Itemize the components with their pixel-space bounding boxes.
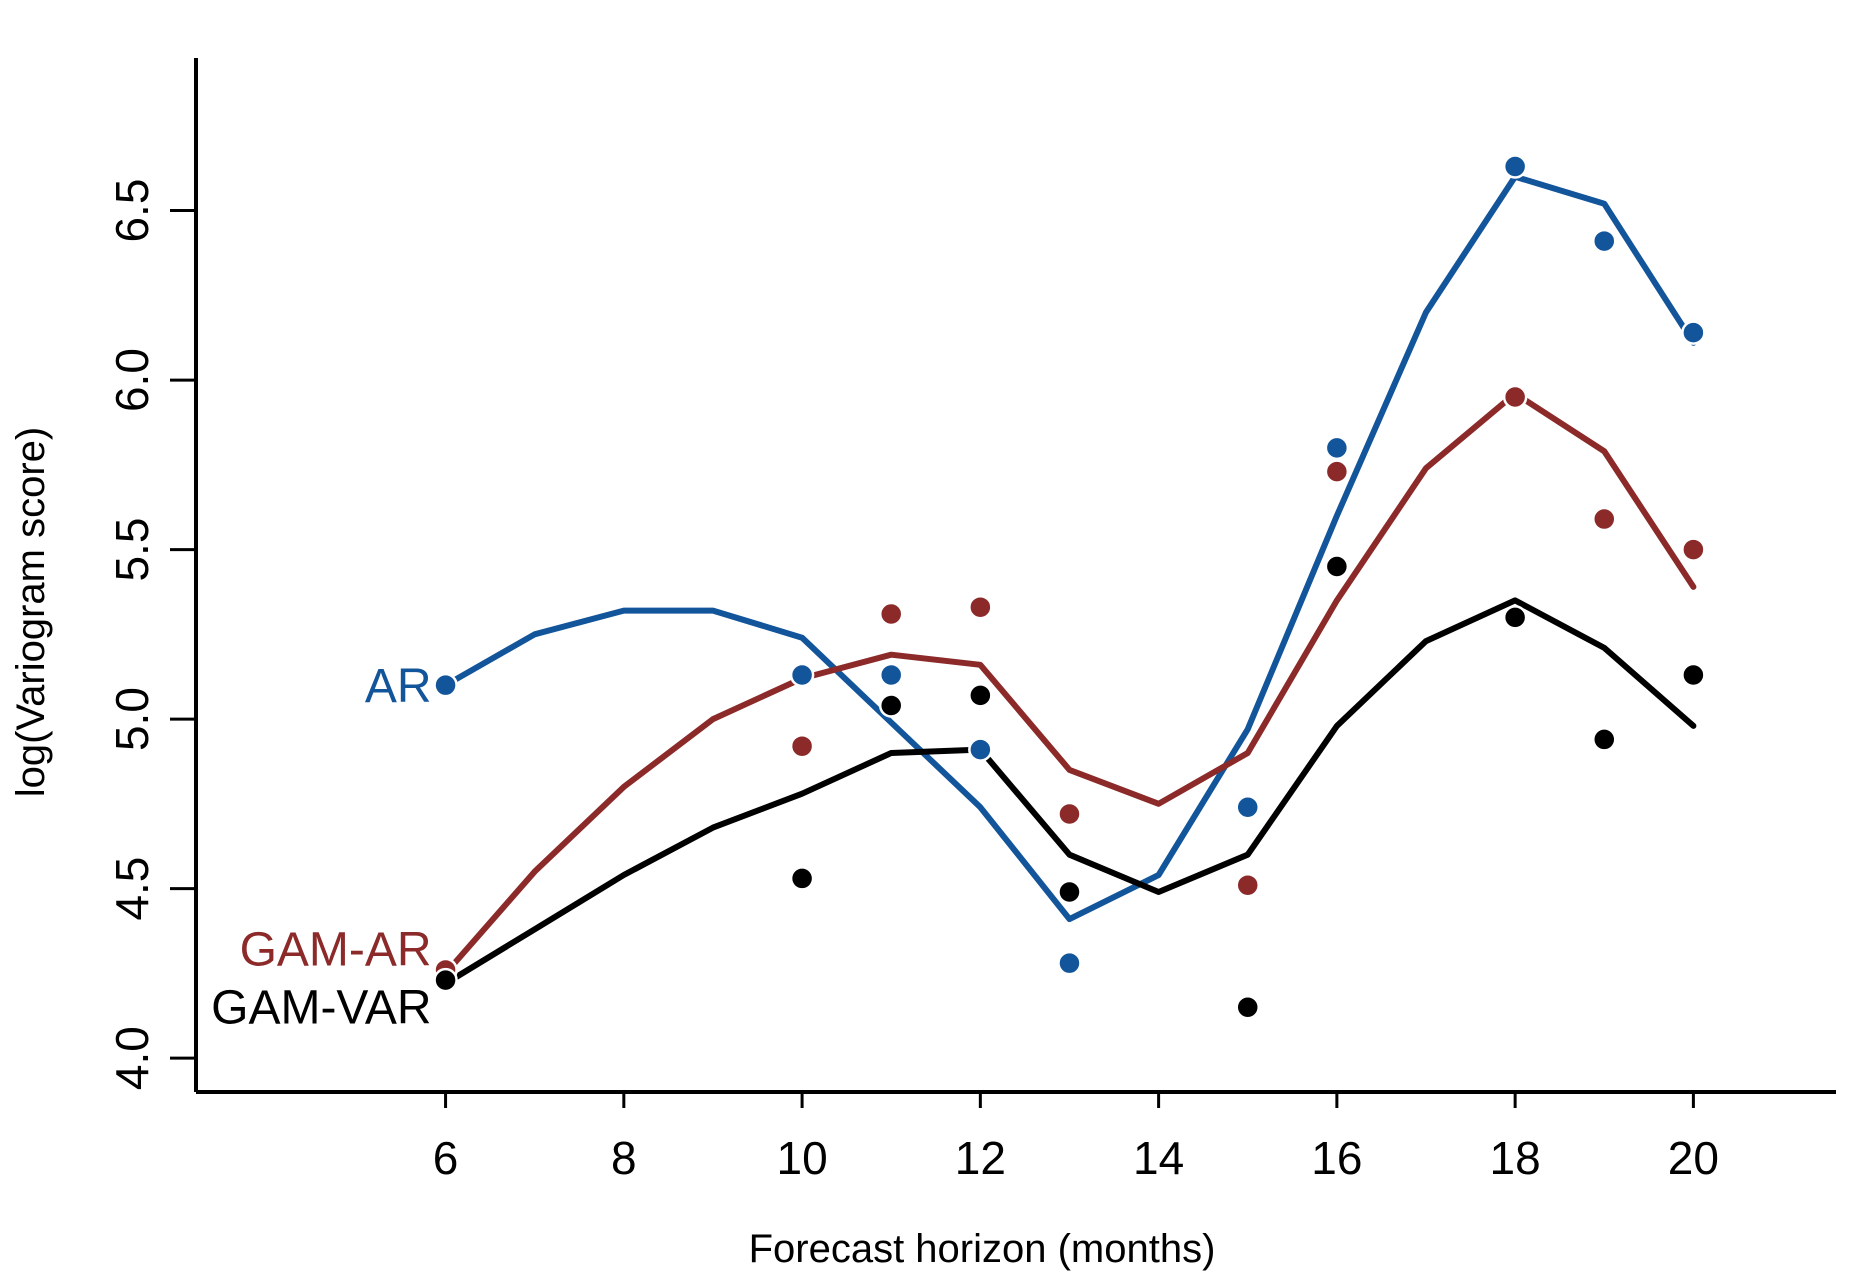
x-axis-title: Forecast horizon (months) bbox=[749, 1227, 1216, 1271]
x-tick-label-12: 12 bbox=[955, 1132, 1006, 1184]
point-gam-var-16 bbox=[1324, 554, 1350, 579]
line-gam-ar bbox=[442, 390, 1697, 977]
series-label-gam-ar: GAM-AR bbox=[240, 923, 432, 976]
y-axis-title: log(Variogram score) bbox=[9, 427, 53, 798]
y-tick-label-6-0: 6.0 bbox=[106, 348, 158, 412]
y-tick-label-4-5: 4.5 bbox=[106, 857, 158, 921]
point-gam-ar-15 bbox=[1235, 872, 1260, 898]
point-gam-ar-13 bbox=[1057, 801, 1082, 827]
point-gam-var-13 bbox=[1057, 879, 1082, 905]
x-tick-label-20: 20 bbox=[1668, 1132, 1719, 1184]
point-ar-13 bbox=[1057, 950, 1082, 976]
x-tick-label-16: 16 bbox=[1311, 1132, 1362, 1184]
x-tick-label-10: 10 bbox=[777, 1132, 828, 1184]
series-lines bbox=[442, 173, 1697, 987]
point-ar-6 bbox=[433, 672, 458, 698]
point-gam-ar-12 bbox=[968, 594, 993, 620]
point-ar-12 bbox=[968, 737, 993, 762]
point-ar-18 bbox=[1502, 154, 1528, 179]
x-tick-label-6: 6 bbox=[433, 1132, 459, 1184]
point-gam-ar-18 bbox=[1502, 384, 1528, 410]
point-gam-var-19 bbox=[1592, 727, 1617, 752]
point-gam-ar-10 bbox=[789, 733, 815, 759]
point-gam-var-11 bbox=[878, 693, 904, 718]
point-gam-var-12 bbox=[968, 683, 993, 708]
point-gam-var-18 bbox=[1502, 605, 1528, 630]
x-tick-label-8: 8 bbox=[611, 1132, 637, 1184]
line-gam-var bbox=[442, 597, 1697, 987]
point-gam-ar-11 bbox=[878, 601, 904, 627]
point-ar-15 bbox=[1235, 794, 1260, 820]
series-label-gam-var: GAM-VAR bbox=[211, 982, 431, 1035]
series-points bbox=[433, 154, 1706, 1020]
y-tick-label-6-5: 6.5 bbox=[106, 179, 158, 243]
axes: 6 8 10 12 14 16 18 20 4.0 4.5 5.0 5.5 6.0 6.5 bbox=[106, 58, 1836, 1184]
point-ar-10 bbox=[789, 662, 815, 688]
y-tick-label-5-0: 5.0 bbox=[106, 687, 158, 751]
point-ar-19 bbox=[1592, 228, 1617, 254]
point-gam-ar-19 bbox=[1592, 506, 1617, 532]
series-labels: AR GAM-AR GAM-VAR bbox=[211, 660, 431, 1034]
point-gam-var-20 bbox=[1681, 662, 1706, 688]
point-gam-var-6 bbox=[433, 967, 458, 993]
y-tick-label-4-0: 4.0 bbox=[106, 1026, 158, 1090]
x-tick-label-14: 14 bbox=[1133, 1132, 1184, 1184]
point-ar-16 bbox=[1324, 435, 1350, 461]
y-tick-label-5-5: 5.5 bbox=[106, 518, 158, 582]
series-label-ar: AR bbox=[365, 660, 432, 713]
point-ar-11 bbox=[878, 662, 904, 688]
point-gam-ar-16 bbox=[1324, 459, 1350, 484]
point-gam-ar-20 bbox=[1681, 537, 1706, 562]
point-gam-var-10 bbox=[789, 866, 815, 891]
x-tick-label-18: 18 bbox=[1490, 1132, 1541, 1184]
point-gam-var-15 bbox=[1235, 994, 1260, 1020]
line-ar bbox=[442, 173, 1697, 923]
point-ar-20 bbox=[1681, 320, 1706, 345]
